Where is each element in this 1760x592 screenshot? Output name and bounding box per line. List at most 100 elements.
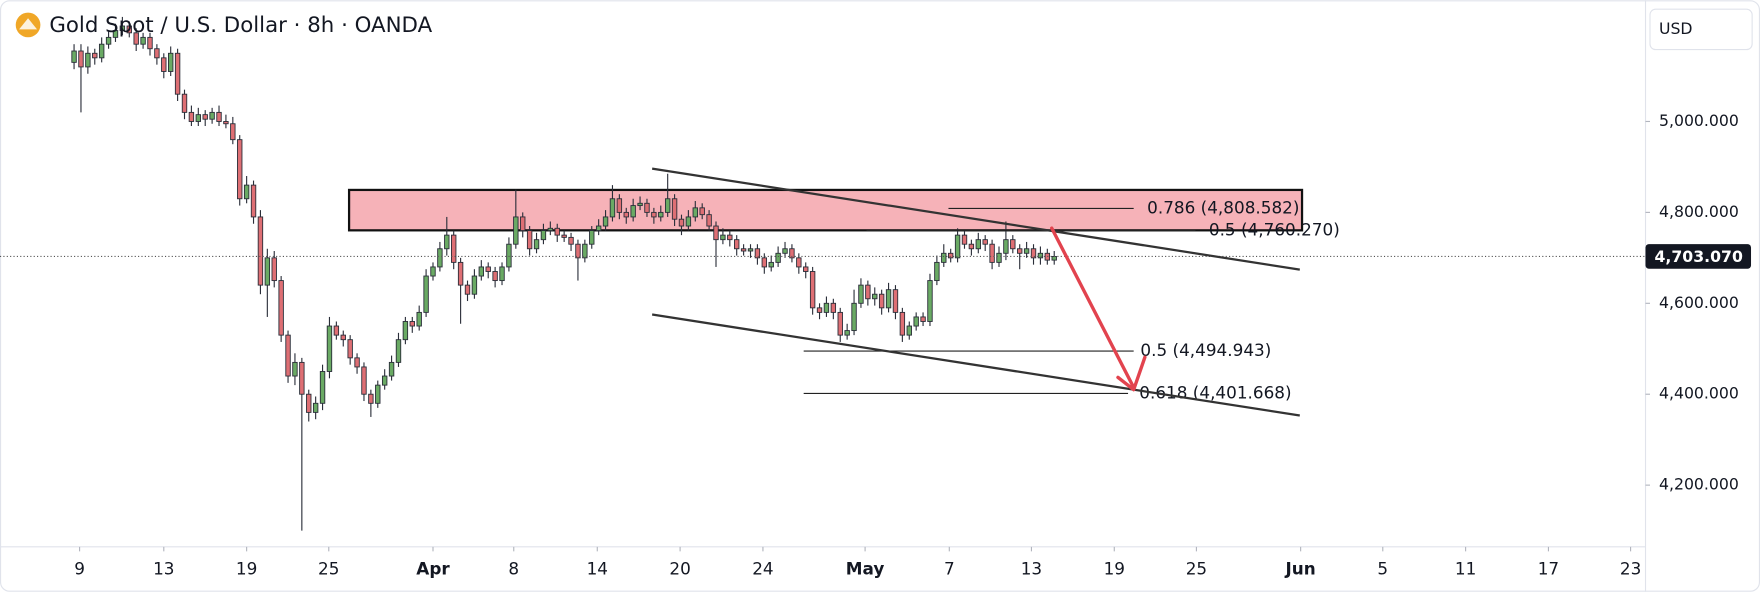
candle-body	[996, 252, 1002, 263]
candle-body	[623, 211, 629, 218]
candle-body	[816, 307, 823, 313]
x-tick-label: 8	[508, 558, 519, 578]
candle-body	[312, 402, 319, 413]
candle-body	[375, 384, 381, 404]
candle-body	[147, 36, 153, 50]
candle-body	[119, 25, 126, 32]
candle-body	[513, 216, 519, 245]
candle-body	[706, 214, 712, 227]
x-tick-label: 17	[1538, 558, 1559, 578]
candle-body	[250, 184, 257, 218]
candle-body	[333, 325, 340, 336]
candle-body	[878, 293, 885, 309]
candle-body	[540, 230, 547, 241]
candle-body	[264, 257, 271, 286]
candle-body	[1017, 248, 1023, 254]
channel-lower	[651, 313, 1300, 417]
candle-body	[720, 234, 726, 241]
candle-body	[982, 239, 988, 245]
candle-body	[740, 248, 747, 252]
projection-arrow	[1050, 226, 1147, 392]
candle-body	[181, 93, 188, 113]
candle-body	[927, 280, 933, 322]
candle-body	[1023, 248, 1030, 254]
candle-body	[1010, 239, 1016, 250]
candle-body	[823, 302, 830, 313]
candle-body	[237, 139, 243, 200]
symbol-icon-mark	[19, 18, 38, 30]
last-price-label: 4,703.070	[1654, 247, 1742, 266]
candle-body	[547, 227, 554, 232]
candle-body	[651, 211, 657, 218]
candle-body	[368, 393, 374, 404]
fib-label: 0.618 (4,401.668)	[1139, 382, 1291, 402]
candle-body	[464, 284, 471, 295]
candle-body	[892, 289, 899, 313]
candle-body	[685, 216, 692, 227]
candle-body	[437, 248, 443, 268]
candle-body	[858, 284, 864, 304]
candle-body	[133, 32, 139, 45]
candle-body	[630, 205, 636, 218]
candle-body	[954, 234, 961, 259]
candle-body	[361, 366, 367, 395]
candle-body	[595, 225, 602, 232]
candle-body	[105, 36, 112, 45]
candle-body	[582, 243, 588, 259]
candle-body	[761, 257, 768, 268]
candle-body	[161, 57, 167, 72]
candle-body	[796, 257, 802, 268]
candle-body	[492, 271, 498, 282]
candle-body	[920, 316, 926, 322]
candle-body	[906, 325, 912, 336]
chart-title: Gold Spot / U.S. Dollar · 8h · OANDA	[49, 13, 432, 38]
candle-body	[602, 216, 609, 227]
candle-body	[112, 30, 119, 38]
candle-body	[306, 393, 312, 413]
x-tick-label: 9	[74, 558, 85, 578]
y-tick-label: 4,600.000	[1659, 293, 1739, 312]
currency: USD	[1659, 19, 1693, 38]
candle-body	[589, 230, 595, 245]
candle-body	[223, 121, 229, 125]
x-tick-label: 19	[236, 558, 257, 578]
candle-body	[1037, 252, 1044, 259]
candle-body	[381, 375, 388, 386]
candle-body	[975, 239, 981, 250]
candle-body	[402, 321, 409, 341]
candle-body	[285, 334, 291, 377]
candle-body	[526, 230, 533, 250]
currency-box[interactable]	[1649, 8, 1753, 51]
candle-body	[326, 325, 333, 372]
candle-body	[78, 50, 84, 68]
candle-body	[575, 243, 581, 259]
candle-body	[803, 266, 809, 272]
x-tick-label: Apr	[416, 558, 450, 578]
candle-body	[533, 239, 540, 250]
candle-body	[188, 111, 195, 122]
x-tick-label: 5	[1377, 558, 1388, 578]
candle-body	[851, 302, 857, 332]
candle-body	[416, 311, 422, 327]
candle-body	[230, 123, 236, 141]
candle-body	[292, 361, 298, 377]
candle-body	[1003, 239, 1009, 254]
candle-body	[727, 234, 733, 241]
x-tick-label: 25	[318, 558, 339, 578]
candle-body	[664, 198, 671, 213]
candle-body	[554, 227, 560, 236]
candle-body	[568, 236, 574, 245]
candle-body	[747, 248, 754, 252]
candle-body	[616, 198, 623, 213]
x-tick-label: 25	[1186, 558, 1207, 578]
candle-body	[216, 111, 222, 122]
candle-body	[913, 316, 919, 327]
candle-body	[692, 207, 698, 218]
candle-body	[754, 248, 761, 259]
x-tick-label: 24	[752, 558, 773, 578]
candle-body	[85, 52, 91, 68]
candle-body	[872, 293, 878, 300]
candle-body	[395, 339, 402, 363]
candle-body	[713, 225, 719, 241]
